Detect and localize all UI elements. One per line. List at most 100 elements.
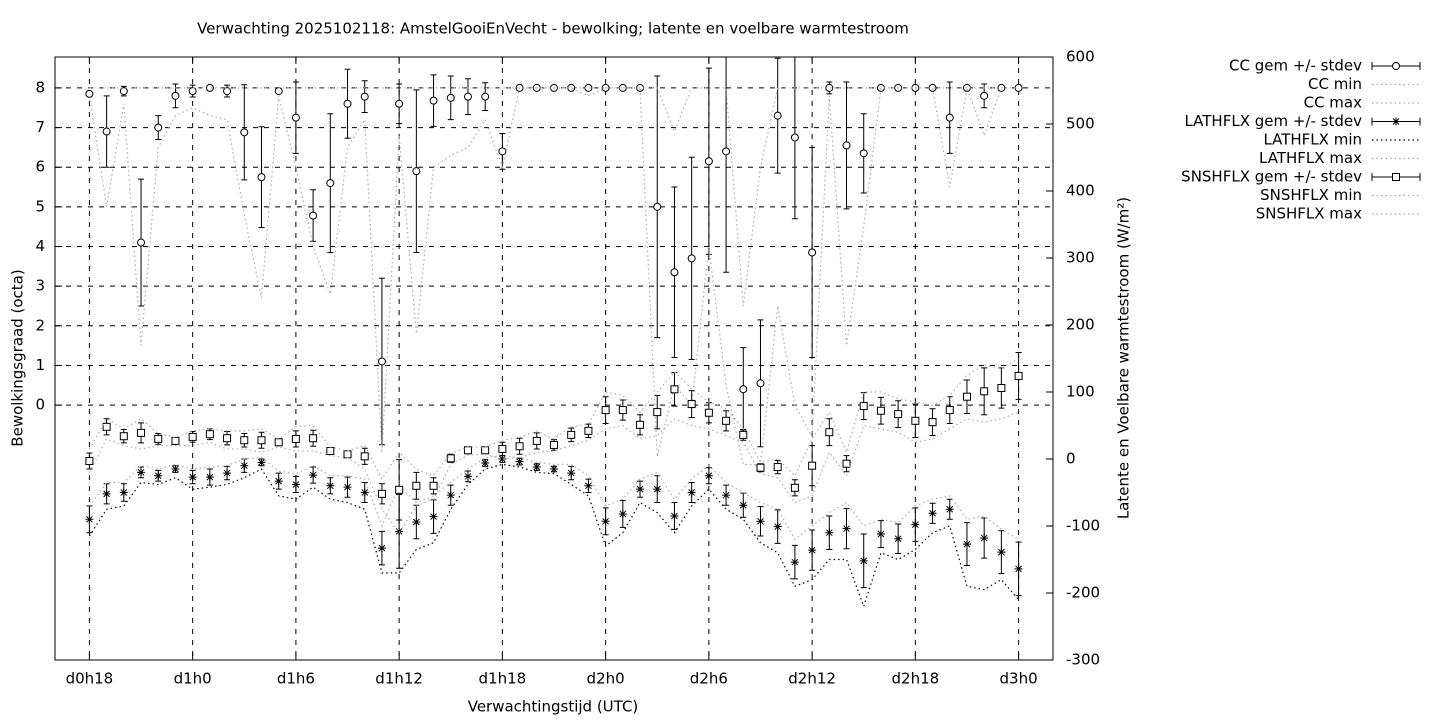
marker	[756, 379, 765, 388]
y-tick-label: 4	[35, 237, 45, 255]
marker	[240, 461, 249, 470]
marker	[102, 422, 111, 431]
marker	[171, 91, 180, 100]
marker	[274, 438, 283, 447]
x-tick-label: d0h18	[66, 670, 114, 688]
marker	[205, 83, 214, 92]
y2-tick-label: 300	[1066, 249, 1095, 267]
legend-label: SNSHFLX max	[1256, 205, 1362, 223]
legend-label: CC gem +/- stdev	[1229, 57, 1362, 75]
marker	[85, 457, 94, 466]
range-line	[89, 87, 1019, 307]
marker	[790, 558, 799, 567]
marker	[498, 444, 507, 453]
marker	[739, 385, 748, 394]
marker	[309, 211, 318, 220]
marker	[790, 483, 799, 492]
marker	[980, 387, 989, 396]
marker	[808, 546, 817, 555]
marker	[463, 92, 472, 101]
marker	[911, 520, 920, 529]
marker	[481, 92, 490, 101]
marker	[360, 452, 369, 461]
marker	[550, 440, 558, 449]
y-tick-label: 2	[35, 316, 45, 334]
marker	[550, 465, 558, 474]
y-tick-label: 3	[35, 277, 45, 295]
marker	[653, 485, 662, 494]
marker	[343, 483, 352, 492]
marker	[584, 481, 593, 490]
x-tick-label: d1h12	[375, 670, 423, 688]
marker	[188, 87, 197, 96]
plot-area	[85, 57, 1023, 609]
marker	[756, 517, 765, 526]
x-tick-label: d2h18	[892, 670, 940, 688]
x-axis-label: Verwachtingstijd (UTC)	[468, 698, 639, 716]
marker	[188, 432, 197, 441]
marker	[945, 113, 954, 122]
marker	[360, 92, 369, 101]
marker	[412, 167, 421, 176]
marker	[291, 434, 300, 443]
marker	[412, 517, 421, 526]
marker	[980, 91, 989, 100]
marker	[876, 406, 885, 415]
marker	[687, 400, 696, 409]
y2-tick-label: -200	[1066, 584, 1100, 602]
marker	[171, 465, 180, 474]
marker	[670, 385, 679, 394]
marker	[773, 522, 782, 531]
marker	[945, 406, 954, 415]
marker	[1014, 564, 1023, 573]
marker	[773, 111, 782, 120]
marker	[859, 402, 868, 411]
y-tick-label: 6	[35, 158, 45, 176]
marker	[291, 480, 300, 489]
legend-label: CC max	[1304, 94, 1363, 112]
marker	[481, 459, 490, 468]
marker	[962, 540, 971, 549]
marker	[842, 141, 851, 150]
marker	[842, 459, 851, 468]
marker	[377, 357, 386, 366]
marker	[326, 446, 335, 455]
y2-tick-label: 400	[1066, 182, 1095, 200]
marker	[240, 128, 249, 137]
marker	[808, 461, 817, 470]
marker	[687, 254, 696, 263]
marker	[274, 477, 283, 486]
marker	[102, 127, 111, 136]
marker	[601, 406, 610, 415]
x-tick-label: d2h6	[690, 670, 728, 688]
marker	[842, 524, 851, 533]
marker	[722, 491, 731, 500]
legend-label: LATHFLX gem +/- stdev	[1184, 112, 1362, 130]
marker	[567, 430, 576, 439]
range-line	[88, 357, 1019, 481]
marker	[618, 509, 627, 518]
marker	[739, 501, 748, 510]
y2-tick-label: -300	[1066, 651, 1100, 669]
marker	[739, 430, 748, 439]
x-tick-label: d2h0	[587, 670, 625, 688]
marker	[515, 457, 524, 466]
marker	[773, 463, 782, 472]
marker	[825, 428, 834, 437]
marker	[722, 147, 731, 156]
marker	[997, 548, 1006, 557]
marker	[343, 450, 352, 459]
legend-label: SNSHFLX min	[1260, 186, 1362, 204]
marker	[205, 473, 214, 482]
marker	[945, 505, 954, 514]
x-tick-label: d1h0	[174, 670, 212, 688]
y-tick-label: 0	[35, 396, 45, 414]
marker	[119, 432, 128, 441]
marker	[1392, 117, 1400, 126]
y-tick-label: 1	[35, 356, 45, 374]
axes: d0h18 d1h0 d1h6 d1h12 d1h18 d2h0 d2h6 d2h12 d2h1…	[35, 48, 1100, 688]
marker	[894, 534, 903, 543]
marker	[446, 491, 455, 500]
marker	[119, 87, 128, 96]
